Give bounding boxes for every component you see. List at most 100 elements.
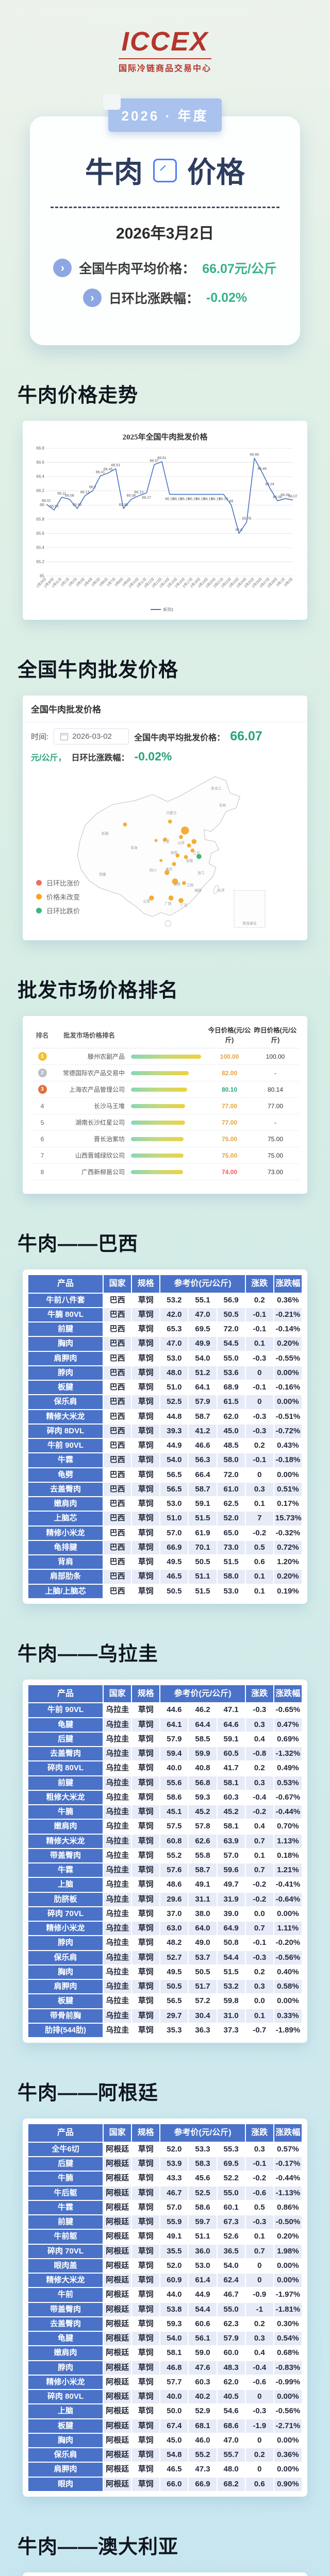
svg-text:66.08: 66.08 (127, 494, 136, 498)
price-row: 全牛6切 阿根廷 草饲 52.0 53.3 55.3 0.3 0.57% (27, 2141, 303, 2158)
iccex-logo: ICCEX (121, 27, 209, 57)
price-row: 牛霖 巴西 草饲 54.0 56.3 58.0 -0.1 -0.18% (27, 1452, 303, 1468)
svg-text:65.76: 65.76 (242, 517, 252, 520)
svg-text:66.15: 66.15 (211, 498, 221, 501)
price-row: 上脑/上脑芯 巴西 草饲 50.5 51.5 53.0 0.1 0.19% (27, 1583, 303, 1599)
china-outline (77, 776, 241, 917)
price-row: 碎肉 70VL 乌拉圭 草饲 37.0 38.0 39.0 0.0 0.00% (27, 1906, 303, 1922)
svg-text:66.8: 66.8 (36, 446, 44, 451)
market-dot-unchanged (154, 839, 158, 842)
svg-text:66.51: 66.51 (111, 464, 121, 467)
rank-medal-icon: 2 (38, 1069, 47, 1077)
svg-text:66.2: 66.2 (36, 488, 44, 493)
svg-text:66.6: 66.6 (36, 460, 44, 465)
province-label: 青海 (130, 845, 138, 850)
svg-text:65: 65 (40, 574, 44, 579)
rank-number: 7 (40, 1151, 44, 1159)
ranking-header-yesterday: 昨日价格(元/公斤) (254, 1027, 297, 1044)
svg-text:66.45: 66.45 (104, 468, 113, 471)
report-date: 2026年3月2日 (116, 225, 214, 242)
yesterday-price: 75.00 (267, 1135, 284, 1143)
price-row: 精修大米龙 乌拉圭 草饲 60.8 62.6 63.9 0.7 1.13% (27, 1833, 303, 1849)
dashed-divider (51, 207, 279, 208)
market-dot-unchanged (168, 895, 174, 901)
price-table: 产品 国家 规格 参考价(元/公斤) 涨跌 涨跌幅 牛前 90VL 乌拉圭 草饲 44.6 46.2… (27, 1684, 303, 2039)
svg-text:66.15: 66.15 (219, 498, 228, 501)
province-label: 福建 (194, 888, 202, 892)
svg-text:66.15: 66.15 (180, 498, 190, 501)
ranking-row: 6 晋长治紫坊 75.00 75.00 (31, 1131, 299, 1147)
province-label: 广西 (164, 902, 172, 906)
price-row: 上脑 乌拉圭 草饲 48.6 49.1 49.7 -0.2 -0.41% (27, 1877, 303, 1893)
avg-price-label: 全国牛肉平均价格： (79, 262, 195, 276)
price-row: 肩胛肉 乌拉圭 草饲 50.5 51.7 53.2 0.3 0.58% (27, 1979, 303, 1995)
price-row: 牛后躯 阿根廷 草饲 46.7 52.5 55.0 -0.6 -1.13% (27, 2185, 303, 2201)
inset-label: 南海诸岛 (242, 921, 256, 925)
yesterday-price: 77.00 (267, 1102, 284, 1110)
rank-medal-icon: 3 (38, 1085, 47, 1094)
price-table-header: 产品 国家 规格 参考价(元/公斤) 涨跌 涨跌幅 (27, 2123, 303, 2143)
price-row: 肩部肋条 巴西 草饲 46.5 51.1 58.0 0.1 0.20% (27, 1569, 303, 1585)
market-dot-unchanged (172, 862, 176, 866)
price-row: 带盖臀肉 乌拉圭 草饲 55.2 55.8 57.0 0.1 0.18% (27, 1848, 303, 1864)
legend-dot-icon (36, 908, 42, 913)
price-row: 龟劈 巴西 草饲 56.5 66.4 72.0 0 0.00% (27, 1467, 303, 1483)
price-row: 牛前 90VL 乌拉圭 草饲 44.6 46.2 47.1 -0.3 -0.65% (27, 1702, 303, 1718)
date-input[interactable]: 2026-03-02 (54, 728, 129, 744)
map-legend-item: 价格未改变 (36, 892, 80, 902)
svg-text:65.93: 65.93 (50, 505, 59, 509)
price-row: 精修大米龙 巴西 草饲 44.8 58.7 62.0 -0.3 -0.51% (27, 1409, 303, 1425)
province-label: 四川 (150, 869, 157, 873)
province-label: 湖南 (174, 882, 181, 887)
price-row: 龟腱 阿根廷 草饲 54.0 56.1 57.9 0.3 0.54% (27, 2331, 303, 2347)
wholesale-change-label: 日环比涨跌幅： (71, 753, 129, 762)
price-row: 精修大米龙 阿根廷 草饲 60.9 61.4 62.4 0 0.00% (27, 2273, 303, 2289)
rank-bar (131, 1104, 201, 1108)
svg-text:3月2日: 3月2日 (283, 577, 293, 587)
logo-subtitle: 国际冷链商品交易中心 (118, 58, 211, 74)
ranking-header-row: 排名 批发市场价格排名 今日价格(元/公斤) 昨日价格(元/公斤) (31, 1021, 299, 1048)
yesterday-price: - (274, 1069, 276, 1077)
section-title-brazil: 牛肉——巴西 (18, 1233, 139, 1255)
avg-price-row: › 全国牛肉平均价格： 66.07元/公斤 (48, 259, 282, 277)
rank-number: 6 (40, 1135, 44, 1143)
province-label: 重庆 (166, 867, 173, 872)
ranking-row: 8 广西新柳邕公司 74.00 73.00 (31, 1164, 299, 1180)
price-row: 嫩肩肉 乌拉圭 草饲 57.5 57.8 58.1 0.4 0.70% (27, 1819, 303, 1835)
map-legend-item: 日环比涨价 (36, 878, 80, 888)
brazil-price-table: 产品 国家 规格 参考价(元/公斤) 涨跌 涨跌幅 牛前八件套 巴西 草饲 53.2 55.1 56.… (23, 1269, 307, 1604)
svg-text:66.06: 66.06 (273, 496, 282, 499)
price-row: 嫩肩肉 巴西 草饲 53.0 59.1 62.5 0.1 0.17% (27, 1496, 303, 1512)
svg-text:66.07: 66.07 (288, 495, 298, 499)
price-row: 去盖臀肉 阿根廷 草饲 59.3 60.6 62.3 0.2 0.30% (27, 2316, 303, 2332)
hero-card: 牛肉 价格 2026年3月2日 › 全国牛肉平均价格： 66.07元/公斤 › … (30, 116, 300, 345)
svg-text:66.15: 66.15 (204, 498, 213, 501)
section-title-argentina: 牛肉——阿根廷 (18, 2082, 159, 2105)
rank-bar (131, 1137, 201, 1141)
price-row: 牛腩 80VL 巴西 草饲 42.0 47.0 50.5 -0.1 -0.21% (27, 1307, 303, 1323)
svg-text:66.08: 66.08 (65, 494, 74, 498)
price-row: 肋脐板 乌拉圭 草饲 29.6 31.1 31.9 -0.2 -0.64% (27, 1891, 303, 1907)
price-row: 前腱 巴西 草饲 65.3 69.5 72.0 -0.1 -0.14% (27, 1321, 303, 1337)
market-name: 晋长治紫坊 (93, 1136, 125, 1143)
province-label: 黑龙江 (211, 786, 222, 791)
price-row: 去盖臀肉 巴西 草饲 56.5 58.7 61.0 0.3 0.51% (27, 1481, 303, 1498)
province-label: 浙江 (197, 870, 205, 875)
price-row: 脖肉 巴西 草饲 48.0 51.2 53.6 0 0.00% (27, 1365, 303, 1381)
wholesale-card-header: 全国牛肉批发价格 (23, 696, 307, 722)
document-icon (153, 158, 177, 182)
svg-text:65.4: 65.4 (36, 545, 44, 550)
price-row: 眼肉 阿根廷 草饲 66.0 66.9 68.2 0.6 0.90% (27, 2476, 303, 2492)
price-row: 后腱 乌拉圭 草饲 57.9 58.5 59.1 0.4 0.69% (27, 1731, 303, 1748)
svg-text:66.13: 66.13 (134, 490, 143, 494)
chevron-circle-icon: › (82, 289, 102, 307)
price-row: 粗修大米龙 乌拉圭 草饲 58.6 59.3 60.3 -0.4 -0.67% (27, 1789, 303, 1806)
price-row: 牛腩 乌拉圭 草饲 45.1 45.2 45.2 -0.2 -0.44% (27, 1804, 303, 1820)
rank-bar (131, 1054, 201, 1059)
today-price: 75.00 (221, 1135, 238, 1143)
market-dot-unchanged (190, 848, 195, 853)
ranking-row: 4 长沙马王堆 77.00 77.00 (31, 1098, 299, 1114)
price-row: 胸肉 乌拉圭 草饲 49.5 50.5 51.5 0.2 0.40% (27, 1964, 303, 1980)
price-row: 胸肉 巴西 草饲 47.0 49.9 54.5 0.1 0.20% (27, 1336, 303, 1352)
province-label: 云南 (143, 899, 150, 904)
